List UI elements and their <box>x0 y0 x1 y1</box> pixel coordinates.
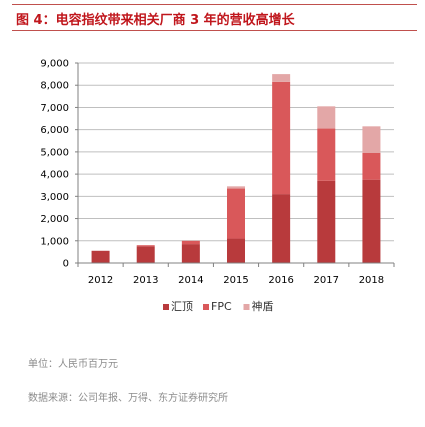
bar-FPC-2016 <box>272 81 291 195</box>
legend-swatch-FPC <box>203 304 209 310</box>
y-tick-label: 7,000 <box>40 103 69 114</box>
y-tick-label: 1,000 <box>40 236 69 247</box>
bar-汇顶-2015 <box>227 238 245 263</box>
y-tick-label: 4,000 <box>40 170 69 181</box>
y-tick-label: 0 <box>63 259 69 270</box>
bar-神盾-2017 <box>317 106 336 129</box>
legend-label-神盾: 神盾 <box>252 299 274 313</box>
x-tick-label: 2014 <box>178 275 203 286</box>
bar-神盾-2016 <box>272 74 291 82</box>
bar-FPC-2017 <box>317 128 336 181</box>
x-tick-label: 2015 <box>223 275 248 286</box>
y-tick-label: 5,000 <box>40 147 69 158</box>
top-rule <box>12 4 417 5</box>
figure-title: 图 4：电容指纹带来相关厂商 3 年的营收高增长 <box>16 13 295 28</box>
x-tick-label: 2013 <box>133 275 158 286</box>
bar-FPC-2018 <box>362 153 381 180</box>
bar-汇顶-2018 <box>362 179 381 263</box>
y-tick-label: 3,000 <box>40 192 69 203</box>
title-rule <box>12 30 417 31</box>
bar-汇顶-2013 <box>136 246 155 263</box>
legend-swatch-神盾 <box>243 304 250 310</box>
y-tick-label: 8,000 <box>40 81 69 92</box>
bar-汇顶-2016 <box>272 194 291 263</box>
bar-神盾-2015 <box>227 186 245 189</box>
x-tick-label: 2012 <box>88 275 113 286</box>
bar-FPC-2013 <box>136 245 155 247</box>
bar-FPC-2015 <box>227 188 245 239</box>
bar-汇顶-2012 <box>91 250 110 263</box>
y-tick-label: 6,000 <box>40 125 69 136</box>
x-tick-label: 2016 <box>268 275 293 286</box>
bar-汇顶-2014 <box>181 244 200 263</box>
unit-note: 单位：人民币百万元 <box>28 359 118 370</box>
y-tick-label: 9,000 <box>40 59 69 70</box>
bar-神盾-2018 <box>362 126 381 153</box>
bar-汇顶-2017 <box>317 180 336 263</box>
legend-label-FPC: FPC <box>211 300 232 313</box>
x-tick-label: 2018 <box>359 275 384 286</box>
legend-swatch-汇顶 <box>163 304 169 310</box>
x-tick-label: 2017 <box>314 275 339 286</box>
source-note: 数据来源：公司年报、万得、东方证券研究所 <box>28 393 228 404</box>
legend-label-汇顶: 汇顶 <box>171 300 193 313</box>
y-tick-label: 2,000 <box>40 214 69 225</box>
bar-FPC-2014 <box>181 240 200 245</box>
